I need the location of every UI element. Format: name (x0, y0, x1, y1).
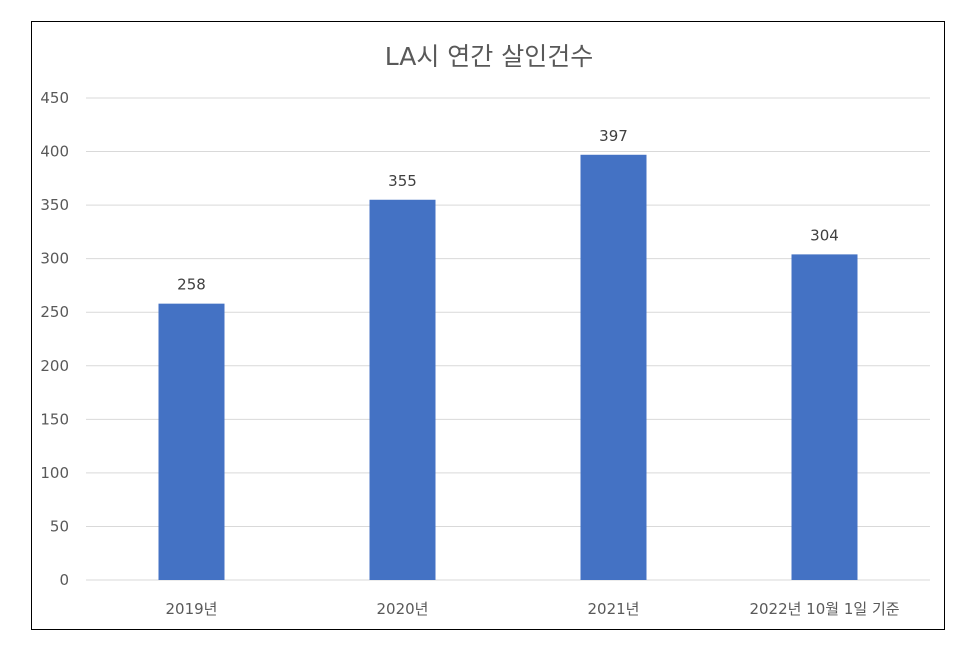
y-tick-label: 450 (40, 89, 69, 107)
x-tick-label: 2021년 (588, 600, 640, 618)
y-axis-ticks: 0 50 100 150 200 250 300 350 400 450 (40, 89, 69, 589)
x-tick-label: 2020년 (377, 600, 429, 618)
data-label: 397 (599, 127, 628, 145)
bar (158, 303, 225, 580)
y-tick-label: 250 (40, 303, 69, 321)
y-tick-label: 400 (40, 143, 69, 161)
data-label: 355 (388, 172, 417, 190)
y-tick-label: 0 (59, 571, 69, 589)
bar (369, 199, 436, 580)
y-tick-label: 50 (50, 517, 69, 535)
bar (791, 254, 858, 581)
x-tick-label: 2022년 10월 1일 기준 (749, 600, 899, 618)
chart-title: LA시 연간 살인건수 (385, 42, 594, 71)
data-labels: 258 355 397 304 (177, 127, 839, 294)
y-tick-label: 200 (40, 357, 69, 375)
data-label: 304 (810, 226, 839, 244)
y-tick-label: 350 (40, 196, 69, 214)
y-tick-label: 150 (40, 410, 69, 428)
x-tick-label: 2019년 (166, 600, 218, 618)
y-tick-label: 100 (40, 464, 69, 482)
x-axis-ticks: 2019년 2020년 2021년 2022년 10월 1일 기준 (166, 600, 900, 618)
y-tick-label: 300 (40, 250, 69, 268)
bars (158, 154, 858, 581)
gridlines (86, 97, 930, 581)
bar (580, 154, 647, 580)
data-label: 258 (177, 276, 206, 294)
